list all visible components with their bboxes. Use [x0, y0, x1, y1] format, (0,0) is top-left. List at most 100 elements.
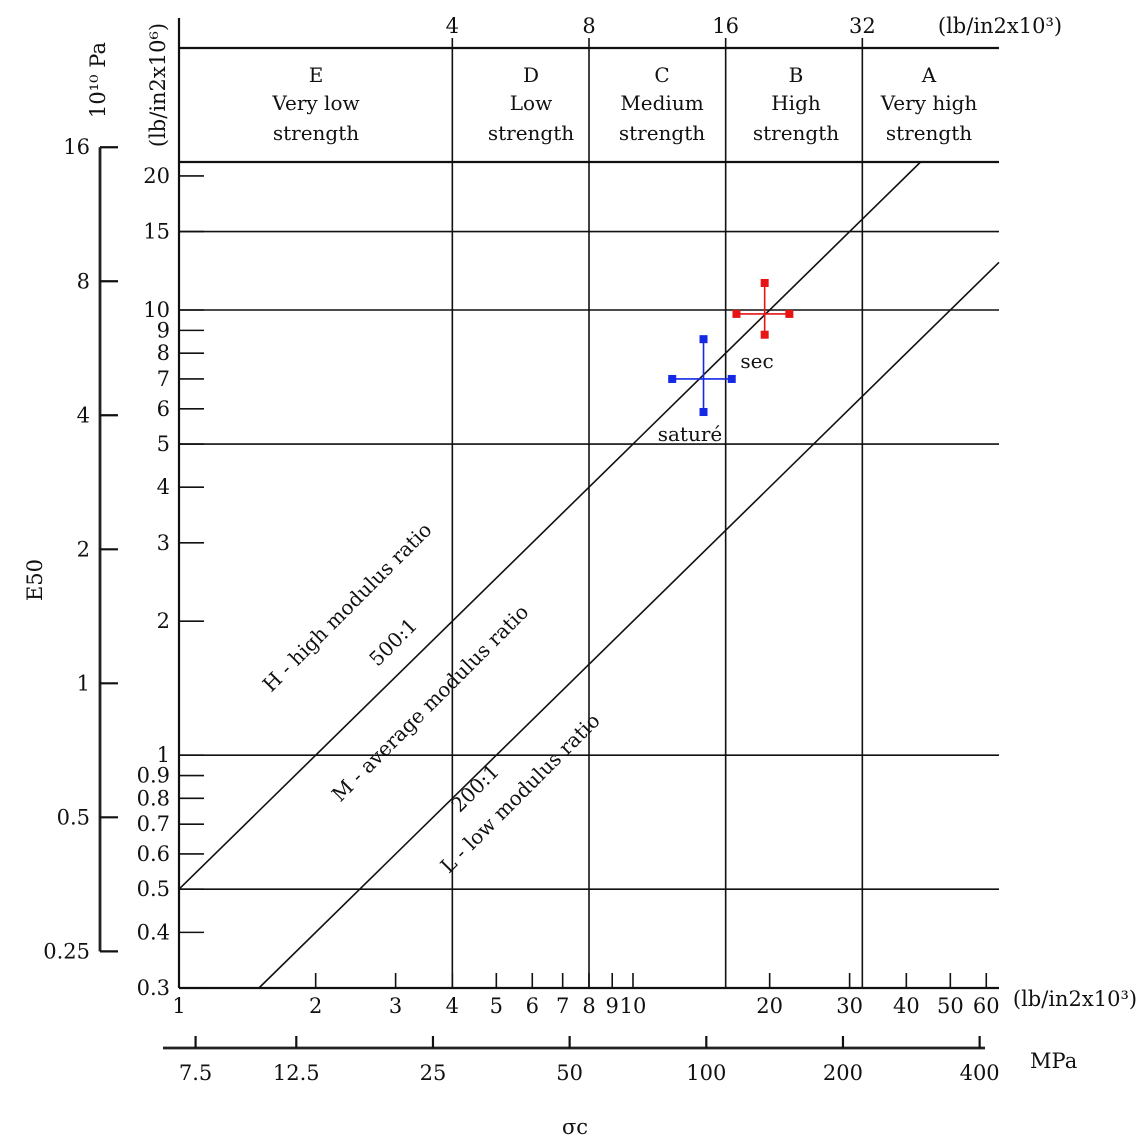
strength-class-D: D Low strength: [488, 63, 574, 145]
tick-marks: [100, 38, 988, 1048]
mpa-axis-tick-label: 200: [823, 1061, 863, 1085]
class-name: Very high: [880, 91, 978, 115]
class-suffix: strength: [619, 121, 705, 145]
inner-y-axis-tick-label: 15: [143, 220, 170, 244]
bottom-axis-tick-label: 7: [556, 994, 569, 1018]
point-label-sature: saturé: [658, 422, 723, 446]
inner-y-axis-tick-label: 5: [157, 432, 170, 456]
inner-y-axis-tick-label: 0.9: [137, 764, 170, 788]
class-name: Medium: [620, 91, 703, 115]
error-bar-endpoint: [760, 278, 769, 287]
error-bar-endpoint: [699, 408, 708, 417]
outer-y-axis-tick-label: 0.25: [43, 939, 90, 963]
inner-y-axis-tick-label: 0.7: [137, 812, 170, 836]
class-name: Very low: [271, 91, 359, 115]
class-suffix: strength: [753, 121, 839, 145]
top-axis-tick-label: 32: [849, 14, 876, 38]
inner-y-axis-tick-label: 10: [143, 298, 170, 322]
high-modulus-label: H - high modulus ratio: [258, 518, 437, 697]
class-letter: C: [654, 63, 669, 87]
data-point-sec: [732, 278, 794, 339]
inner-y-axis-tick-label: 6: [157, 397, 170, 421]
bottom-axis-tick-label: 8: [582, 994, 595, 1018]
mpa-axis-tick-label: 25: [420, 1061, 447, 1085]
error-bar-endpoint: [668, 374, 677, 383]
class-name: High: [771, 91, 821, 115]
y-axis-title: E50: [23, 559, 47, 601]
inner-y-axis-tick-label: 0.3: [137, 976, 170, 1000]
outer-y-axis-tick-label: 4: [77, 403, 90, 427]
outer-y-axis-unit: 10¹⁰ Pa: [86, 42, 110, 118]
grid-lines: [179, 48, 999, 988]
class-suffix: strength: [886, 121, 972, 145]
error-bar-endpoint: [760, 330, 769, 339]
mpa-axis-tick-label: 12.5: [273, 1061, 320, 1085]
mpa-axis-tick-label: 7.5: [179, 1061, 212, 1085]
error-bar-endpoint: [727, 374, 736, 383]
bottom-axis-unit: (lb/in2x10³): [1013, 987, 1137, 1011]
inner-y-axis-tick-label: 9: [157, 318, 170, 342]
data-point-sature: [668, 335, 736, 417]
low-modulus-ratio-line: [258, 261, 1000, 989]
tick-labels: 4 8 16 321 2 3 4 5 6 7 8 9 10 20 30 40 50 607.5 12.5 25 50 10…: [43, 14, 999, 1085]
bottom-axis-tick-label: 3: [389, 994, 402, 1018]
inner-y-axis-tick-label: 8: [157, 341, 170, 365]
top-axis-unit: (lb/in2x10³): [938, 14, 1062, 38]
top-axis-tick-label: 4: [446, 14, 459, 38]
class-letter: D: [523, 63, 539, 87]
strength-class-C: C Medium strength: [619, 63, 705, 145]
point-label-sec: sec: [740, 349, 773, 373]
inner-y-axis-unit: (lb/in2x10⁶): [146, 23, 170, 147]
bottom-axis-tick-label: 60: [973, 994, 1000, 1018]
class-name: Low: [510, 91, 552, 115]
inner-y-axis-tick-label: 0.6: [137, 842, 170, 866]
bottom-axis-tick-label: 4: [446, 994, 459, 1018]
bottom-axis-tick-label: 10: [620, 994, 647, 1018]
inner-y-axis-tick-label: 0.8: [137, 786, 170, 810]
mpa-axis-tick-label: 400: [960, 1061, 1000, 1085]
class-suffix: strength: [488, 121, 574, 145]
class-letter: E: [309, 63, 324, 87]
error-bar-endpoint: [732, 309, 741, 318]
bottom-axis-tick-label: 40: [893, 994, 920, 1018]
outer-y-axis-tick-label: 2: [77, 537, 90, 561]
outer-y-axis-tick-label: 1: [77, 671, 90, 695]
bottom-axis-tick-label: 9: [606, 994, 619, 1018]
high-ratio-label: 500:1: [364, 613, 422, 671]
bottom-axis-tick-label: 1: [172, 994, 185, 1018]
bottom-axis-tick-label: 5: [490, 994, 503, 1018]
bottom-axis-tick-label: 50: [937, 994, 964, 1018]
error-bar-endpoint: [785, 309, 794, 318]
high-modulus-ratio-line: [178, 161, 922, 890]
inner-y-axis-tick-label: 3: [157, 531, 170, 555]
inner-y-axis-tick-label: 20: [143, 164, 170, 188]
inner-y-axis-tick-label: 4: [157, 475, 170, 499]
mpa-axis-tick-label: 100: [686, 1061, 726, 1085]
outer-y-axis-tick-label: 0.5: [57, 805, 90, 829]
class-letter: A: [921, 63, 937, 87]
strength-class-A: A Very high strength: [880, 63, 978, 145]
inner-y-axis-tick-label: 0.5: [137, 877, 170, 901]
class-letter: B: [789, 63, 804, 87]
bottom-axis-tick-label: 6: [526, 994, 539, 1018]
inner-y-axis-tick-label: 2: [157, 609, 170, 633]
top-axis-tick-label: 16: [712, 14, 739, 38]
inner-y-axis-tick-label: 7: [157, 367, 170, 391]
inner-y-axis-tick-label: 0.4: [137, 920, 170, 944]
inner-y-axis-tick-label: 1: [157, 743, 170, 767]
bottom-axis-tick-label: 2: [309, 994, 322, 1018]
top-axis-tick-label: 8: [582, 14, 595, 38]
axes: [98, 18, 999, 1050]
bottom-axis-tick-label: 20: [756, 994, 783, 1018]
mpa-axis-unit: MPa: [1030, 1049, 1077, 1073]
mpa-axis-tick-label: 50: [556, 1061, 583, 1085]
x-axis-title: σc: [562, 1115, 588, 1139]
strength-class-E: E Very low strength: [271, 63, 359, 145]
error-bar-endpoint: [699, 335, 708, 344]
class-suffix: strength: [273, 121, 359, 145]
strength-class-B: B High strength: [753, 63, 839, 145]
outer-y-axis-tick-label: 8: [77, 269, 90, 293]
bottom-axis-tick-label: 30: [836, 994, 863, 1018]
data-marks: [178, 161, 1000, 989]
